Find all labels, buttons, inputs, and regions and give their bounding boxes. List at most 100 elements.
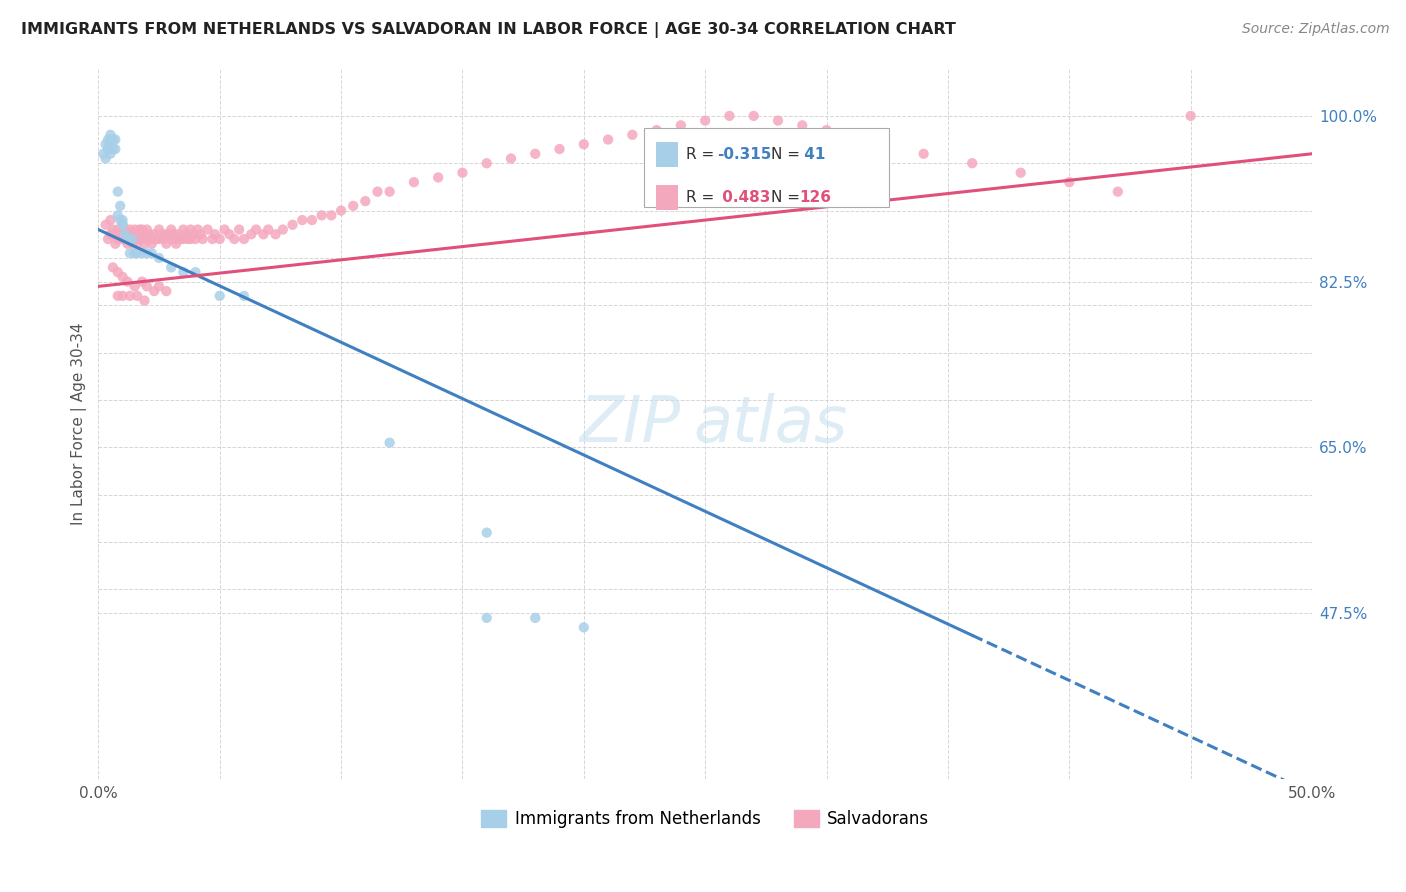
Point [108,213,131,227]
Text: IMMIGRANTS FROM NETHERLANDS VS SALVADORAN IN LABOR FORCE | AGE 30-34 CORRELATION: IMMIGRANTS FROM NETHERLANDS VS SALVADORA… [21,22,956,38]
Point [218,227,240,242]
Point [100,213,122,227]
Point [204,227,226,242]
Point [157,227,180,242]
Text: Source: ZipAtlas.com: Source: ZipAtlas.com [1241,22,1389,37]
Point [153,232,176,246]
Point [101,142,124,156]
Point [104,236,127,251]
Point [145,232,167,246]
Point [172,222,194,236]
Point [134,227,156,242]
Text: R =: R = [686,147,720,162]
Point [208,232,231,246]
Point [354,194,377,208]
Point [912,146,935,161]
Point [101,132,124,146]
Point [1107,185,1129,199]
Point [111,269,134,284]
Point [170,232,193,246]
Point [155,227,177,242]
Point [180,222,202,236]
Point [177,232,200,246]
Point [301,213,323,227]
Point [695,113,717,128]
Text: 0.483: 0.483 [717,190,770,205]
Point [124,246,146,260]
Point [101,260,124,275]
Point [104,132,127,146]
Point [240,227,263,242]
Point [165,232,187,246]
Point [228,222,250,236]
Point [524,611,547,625]
Point [621,128,644,142]
Point [124,222,146,236]
Point [645,123,668,137]
Point [118,246,141,260]
Point [499,152,522,166]
Point [107,222,129,236]
Point [94,218,117,232]
Point [134,293,156,308]
Point [124,232,146,246]
Point [135,246,157,260]
Point [101,222,124,236]
Point [127,236,149,251]
Point [766,113,789,128]
Point [135,222,157,236]
Point [148,251,170,265]
Point [134,236,156,251]
Point [107,265,129,279]
Point [174,227,197,242]
Point [100,132,122,146]
Point [184,232,207,246]
Point [141,232,163,246]
Point [792,119,814,133]
Point [188,227,211,242]
Point [257,222,280,236]
Point [427,170,450,185]
Point [148,232,170,246]
Text: R =: R = [686,190,720,205]
Point [141,236,163,251]
Point [167,227,190,242]
Point [960,156,983,170]
Point [201,232,224,246]
Point [451,166,474,180]
Point [138,227,160,242]
Point [114,222,136,236]
Point [117,227,139,242]
Point [128,232,150,246]
Point [111,218,134,232]
Point [184,265,207,279]
Point [131,246,153,260]
Point [97,132,120,146]
Point [155,284,177,298]
Point [378,185,401,199]
Point [111,218,134,232]
Point [127,227,149,242]
Point [141,246,163,260]
Point [596,132,619,146]
Y-axis label: In Labor Force | Age 30-34: In Labor Force | Age 30-34 [72,323,87,525]
Point [97,232,120,246]
Point [114,227,136,242]
Point [121,227,143,242]
Point [108,199,131,213]
Point [148,279,170,293]
Point [100,227,122,242]
Point [342,199,364,213]
Point [94,152,117,166]
Point [172,232,194,246]
Point [155,236,177,251]
Point [264,227,287,242]
Point [1010,166,1032,180]
Point [224,232,246,246]
Point [104,227,127,242]
Point [742,109,765,123]
Point [572,620,595,634]
Point [233,232,256,246]
Point [117,236,139,251]
Point [1180,109,1202,123]
